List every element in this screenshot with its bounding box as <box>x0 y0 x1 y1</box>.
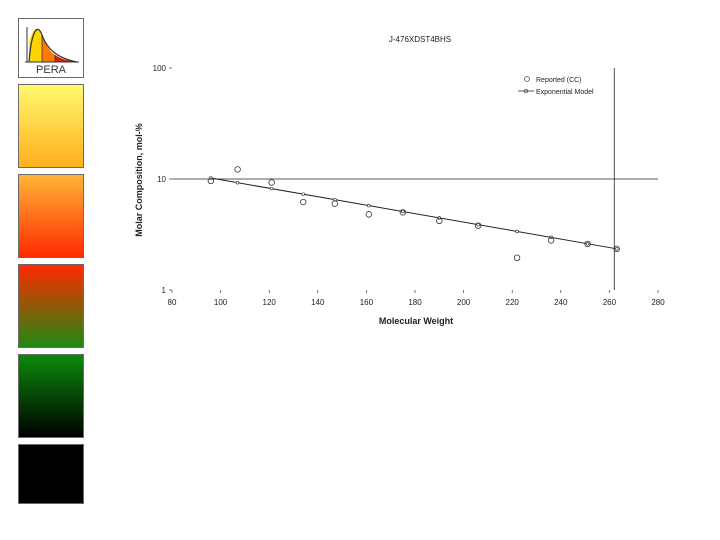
x-tick-label-0: 80 <box>168 298 177 307</box>
color-band-orange <box>18 174 84 258</box>
model-marker <box>301 192 305 196</box>
model-marker <box>269 186 274 191</box>
logo-text: PERA <box>36 64 66 76</box>
legend: Reported (CC) Exponential Model <box>518 76 594 96</box>
axes: 80 100 120 140 160 180 200 220 240 260 280 1 10 100 <box>153 64 666 307</box>
color-band-red-green <box>18 264 84 348</box>
color-band-green-black <box>18 354 84 438</box>
x-tick-label-2: 120 <box>263 298 277 307</box>
color-band-black <box>18 444 84 504</box>
chart-title: J-476XDST4BHS <box>389 35 451 44</box>
model-marker <box>235 181 240 185</box>
data-point <box>268 179 275 186</box>
x-tick-label-9: 260 <box>603 298 617 307</box>
data-point <box>399 209 407 216</box>
y-axis-label: Molar Composition, mol-% <box>134 123 144 237</box>
legend-label-reported: Reported (CC) <box>536 77 582 84</box>
color-band-yellow <box>18 84 84 168</box>
legend-marker-reported <box>524 76 530 82</box>
data-point <box>513 254 521 262</box>
x-tick-label-10: 280 <box>651 298 665 307</box>
model-marker <box>515 229 519 234</box>
model-marker <box>476 222 480 227</box>
data-point <box>365 211 373 218</box>
x-tick-label-5: 180 <box>408 298 422 307</box>
x-tick-label-4: 160 <box>360 298 374 307</box>
model-marker <box>401 209 405 214</box>
x-tick-label-3: 140 <box>311 298 325 307</box>
data-point <box>300 198 307 206</box>
y-tick-label-0: 1 <box>162 286 167 295</box>
data-point <box>613 245 620 253</box>
data-point <box>547 237 555 244</box>
model-marker <box>585 242 590 246</box>
distribution-logo-icon <box>25 27 79 63</box>
legend-marker-model <box>523 88 529 94</box>
model-marker <box>614 247 619 251</box>
pera-logo: PERA <box>18 18 84 78</box>
legend-label-model: Exponential Model <box>536 89 594 96</box>
model-marker <box>367 203 371 208</box>
x-tick-label-6: 200 <box>457 298 471 307</box>
data-point <box>474 222 482 229</box>
data-point <box>584 240 591 248</box>
x-tick-label-7: 220 <box>506 298 520 307</box>
data-point <box>207 177 215 185</box>
y-tick-label-1: 10 <box>157 175 166 184</box>
x-tick-label-1: 100 <box>214 298 228 307</box>
data-point <box>331 200 339 207</box>
x-tick-label-8: 240 <box>554 298 568 307</box>
y-tick-label-2: 100 <box>153 64 167 73</box>
data-point <box>234 166 241 173</box>
data-point <box>436 217 443 225</box>
chart-marks <box>207 166 620 262</box>
model-line <box>210 177 617 250</box>
x-axis-label: Molecular Weight <box>379 316 453 326</box>
